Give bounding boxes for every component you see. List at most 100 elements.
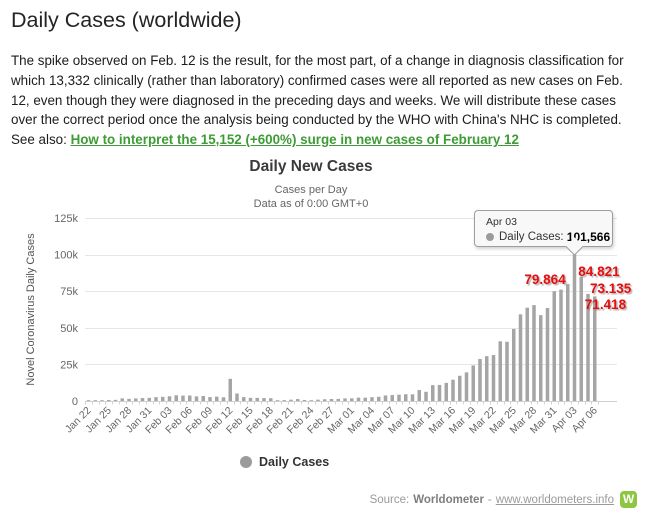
bar-mar-12[interactable] — [424, 391, 428, 401]
bar-jan-25[interactable] — [107, 399, 111, 401]
bar-feb-01[interactable] — [154, 397, 158, 401]
bar-mar-19[interactable] — [471, 365, 476, 401]
bar-mar-23[interactable] — [498, 341, 503, 401]
bar-feb-02[interactable] — [161, 396, 165, 401]
bar-mar-01[interactable] — [350, 398, 354, 401]
bar-mar-13[interactable] — [431, 385, 435, 401]
y-tick-label: 0 — [72, 396, 78, 408]
bar-mar-30[interactable] — [545, 307, 550, 401]
y-tick-label: 125k — [54, 213, 78, 225]
bar-apr-05[interactable] — [586, 293, 590, 401]
bar-mar-25[interactable] — [512, 328, 516, 401]
bar-mar-02[interactable] — [356, 397, 361, 401]
bar-mar-04[interactable] — [370, 397, 374, 401]
bar-jan-31[interactable] — [147, 397, 152, 401]
bar-jan-28[interactable] — [127, 398, 131, 401]
bar-mar-11[interactable] — [417, 390, 422, 401]
bar-feb-22[interactable] — [296, 399, 300, 401]
bar-mar-10[interactable] — [410, 394, 415, 401]
bar-mar-24[interactable] — [505, 341, 509, 401]
bar-feb-16[interactable] — [255, 397, 260, 401]
bar-jan-30[interactable] — [140, 398, 145, 401]
y-axis-title: Novel Coronavirus Daily Cases — [25, 233, 37, 386]
bar-mar-22[interactable] — [491, 355, 496, 401]
bar-mar-20[interactable] — [478, 358, 482, 401]
bar-feb-10[interactable] — [215, 396, 219, 401]
bar-mar-03[interactable] — [363, 397, 368, 401]
bar-mar-26[interactable] — [518, 314, 523, 401]
manual-annotation: 79.864 — [524, 272, 566, 288]
bar-mar-16[interactable] — [451, 379, 455, 401]
bar-mar-06[interactable] — [383, 395, 388, 401]
bar-feb-27[interactable] — [329, 398, 334, 401]
bar-apr-03[interactable] — [572, 252, 577, 401]
see-also-label: See also: — [11, 132, 67, 148]
bar-feb-29[interactable] — [343, 398, 347, 401]
bar-mar-28[interactable] — [532, 305, 536, 401]
bar-jan-24[interactable] — [100, 400, 104, 401]
bar-jan-29[interactable] — [134, 398, 138, 401]
bar-feb-18[interactable] — [269, 398, 273, 401]
bar-mar-31[interactable] — [552, 291, 557, 401]
tooltip-series-label: Daily Cases: — [499, 231, 564, 243]
bar-mar-21[interactable] — [485, 356, 489, 401]
y-tick-label: 100k — [54, 250, 78, 262]
bar-feb-08[interactable] — [201, 395, 206, 401]
bar-mar-07[interactable] — [390, 395, 395, 401]
y-tick-label: 25k — [60, 359, 78, 371]
worldometers-link[interactable]: www.worldometers.info — [495, 493, 614, 506]
bar-feb-09[interactable] — [208, 397, 212, 401]
manual-annotation: 73.135 — [590, 280, 632, 296]
bar-feb-05[interactable] — [181, 395, 185, 401]
bar-feb-07[interactable] — [194, 396, 199, 401]
bar-jan-27[interactable] — [120, 398, 125, 401]
bar-feb-06[interactable] — [188, 395, 192, 401]
bar-mar-17[interactable] — [458, 375, 462, 401]
bar-feb-11[interactable] — [221, 397, 226, 401]
bar-mar-18[interactable] — [464, 372, 469, 401]
bar-feb-15[interactable] — [248, 397, 253, 401]
bar-feb-12[interactable] — [228, 378, 233, 401]
bar-mar-14[interactable] — [437, 384, 442, 401]
bar-jan-26[interactable] — [113, 399, 118, 401]
bar-mar-05[interactable] — [377, 396, 381, 401]
bar-feb-21[interactable] — [289, 399, 293, 401]
legend-item-daily-cases[interactable]: Daily Cases — [240, 455, 329, 469]
see-also-link[interactable]: How to interpret the 15,152 (+600%) surg… — [70, 132, 519, 148]
bar-apr-04[interactable] — [579, 276, 584, 401]
bar-apr-01[interactable] — [559, 289, 563, 401]
source-name: Worldometer — [413, 493, 484, 506]
bar-mar-15[interactable] — [444, 382, 449, 401]
y-tick-label: 50k — [60, 323, 78, 335]
bar-feb-25[interactable] — [316, 399, 320, 401]
chart-subtitle: Cases per Day Data as of 0:00 GMT+0 — [0, 184, 622, 211]
bar-feb-03[interactable] — [167, 396, 172, 401]
bar-feb-04[interactable] — [174, 395, 179, 401]
bar-mar-08[interactable] — [397, 394, 401, 401]
chart-title: Daily New Cases — [249, 158, 373, 175]
source-separator: - — [487, 493, 492, 506]
bar-mar-27[interactable] — [525, 307, 530, 401]
bar-jan-23[interactable] — [93, 400, 98, 401]
chart-tooltip: Apr 03 Daily Cases: 101,566 — [474, 210, 613, 256]
bar-feb-23[interactable] — [302, 399, 307, 401]
bar-apr-02[interactable] — [566, 284, 570, 401]
y-tick-label: 75k — [60, 286, 78, 298]
bar-feb-19[interactable] — [275, 400, 280, 401]
bar-apr-06[interactable] — [593, 296, 597, 401]
bar-jan-22[interactable] — [86, 400, 91, 401]
bar-mar-09[interactable] — [404, 394, 408, 401]
bar-feb-17[interactable] — [262, 398, 266, 401]
bar-feb-26[interactable] — [323, 399, 327, 401]
bar-feb-20[interactable] — [282, 400, 287, 401]
manual-annotation: 71.418 — [584, 297, 627, 313]
bar-feb-14[interactable] — [242, 397, 246, 401]
bar-feb-13[interactable] — [235, 393, 239, 401]
legend-label: Daily Cases — [259, 455, 330, 469]
bar-mar-29[interactable] — [539, 315, 543, 401]
worldometer-logo-icon[interactable]: W — [620, 491, 637, 508]
bar-feb-28[interactable] — [336, 398, 341, 401]
bar-feb-24[interactable] — [309, 400, 314, 401]
